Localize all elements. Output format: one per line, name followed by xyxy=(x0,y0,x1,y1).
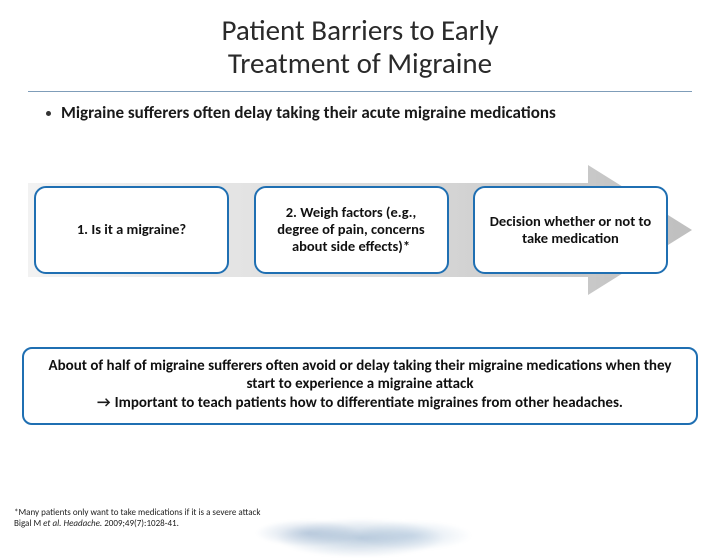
summary-box: About of half of migraine sufferers ofte… xyxy=(22,347,698,425)
flow-box-3-label: Decision whether or not to take medicati… xyxy=(485,213,656,247)
citation-italic: et al. Headache. xyxy=(43,518,102,529)
flow-box-2: 2. Weigh factors (e.g., degree of pain, … xyxy=(254,186,449,274)
flow-diagram: 1. Is it a migraine? 2. Weigh factors (e… xyxy=(28,165,692,295)
summary-line-2-row: → Important to teach patients how to dif… xyxy=(38,394,682,413)
bullet-icon xyxy=(46,111,51,116)
flow-boxes: 1. Is it a migraine? 2. Weigh factors (e… xyxy=(28,186,692,274)
flow-box-3: Decision whether or not to take medicati… xyxy=(473,186,668,274)
flow-box-1-label: 1. Is it a migraine? xyxy=(77,221,186,238)
title-line-1: Patient Barriers to Early xyxy=(221,12,498,48)
title-line-2: Treatment of Migraine xyxy=(228,45,492,81)
summary-line-1: About of half of migraine sufferers ofte… xyxy=(38,357,682,395)
footnote: *Many patients only want to take medicat… xyxy=(14,508,260,530)
flow-box-1: 1. Is it a migraine? xyxy=(34,186,229,274)
decorative-watercolor xyxy=(230,508,490,558)
citation-suffix: 2009;49(7):1028-41. xyxy=(102,518,179,529)
citation-prefix: Bigal M xyxy=(14,518,43,529)
summary-line-2: Important to teach patients how to diffe… xyxy=(115,394,623,413)
title-block: Patient Barriers to Early Treatment of M… xyxy=(0,0,720,87)
page-title: Patient Barriers to Early Treatment of M… xyxy=(40,14,680,81)
arrow-right-icon: → xyxy=(97,394,111,413)
footnote-citation: Bigal M et al. Headache. 2009;49(7):1028… xyxy=(14,519,260,530)
bullet-text: Migraine sufferers often delay taking th… xyxy=(61,102,556,123)
bullet-row: Migraine sufferers often delay taking th… xyxy=(0,92,720,123)
flow-box-2-label: 2. Weigh factors (e.g., degree of pain, … xyxy=(266,204,437,255)
